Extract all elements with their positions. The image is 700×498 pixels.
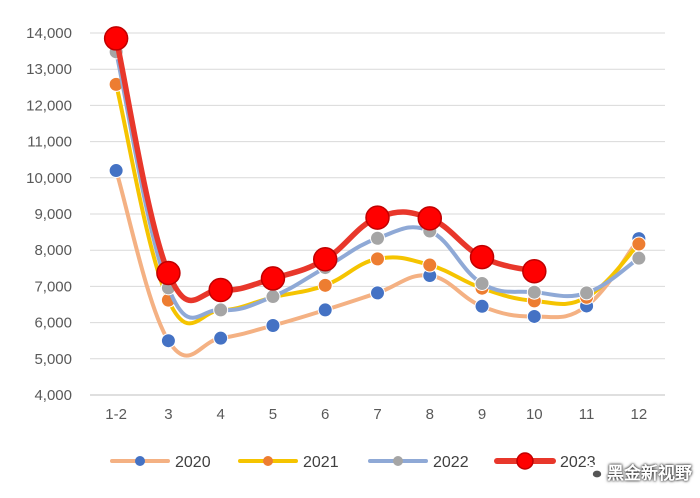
data-point-2021 bbox=[370, 251, 385, 267]
y-tick-label: 12,000 bbox=[26, 97, 72, 114]
data-point-2022 bbox=[370, 230, 385, 246]
series-line-2022 bbox=[114, 49, 641, 320]
data-point-2022 bbox=[526, 284, 542, 300]
series-line-2023 bbox=[113, 35, 538, 304]
legend-marker bbox=[516, 452, 534, 470]
series-2023 bbox=[103, 26, 547, 304]
x-tick-label: 11 bbox=[579, 406, 595, 423]
data-point-2023 bbox=[469, 244, 495, 270]
data-point-2023 bbox=[156, 260, 181, 286]
data-point-2023 bbox=[417, 206, 443, 231]
y-tick-label: 6,000 bbox=[34, 315, 72, 332]
y-tick-label: 9,000 bbox=[34, 206, 72, 223]
legend-marker bbox=[393, 456, 403, 466]
data-point-2021 bbox=[631, 236, 647, 252]
y-tick-label: 7,000 bbox=[34, 278, 72, 295]
x-tick-label: 7 bbox=[373, 406, 381, 423]
data-point-2020 bbox=[213, 330, 229, 346]
data-point-2023 bbox=[103, 26, 129, 51]
x-axis-ticks: 1-2 3 4 5 6 7 8 9 10 11 12 bbox=[105, 406, 647, 423]
legend-item-2021: 2021 bbox=[238, 454, 339, 471]
data-point-2020 bbox=[108, 163, 124, 179]
y-tick-label: 5,000 bbox=[34, 351, 72, 368]
data-point-2023 bbox=[522, 258, 547, 284]
series-2020 bbox=[108, 163, 647, 358]
legend-label: 2022 bbox=[433, 454, 469, 471]
data-point-2020 bbox=[317, 302, 333, 318]
series-2022 bbox=[108, 44, 647, 320]
legend: 2020 2021 2022 2023 bbox=[110, 452, 596, 471]
watermark-text: 黑金新视野 bbox=[607, 464, 692, 484]
series-group bbox=[103, 26, 647, 358]
y-tick-label: 8,000 bbox=[34, 242, 72, 259]
data-point-2022 bbox=[265, 289, 281, 305]
data-point-2022 bbox=[474, 276, 490, 292]
data-point-2021 bbox=[317, 277, 333, 293]
legend-item-2023: 2023 bbox=[494, 452, 596, 471]
wechat-icon bbox=[585, 464, 603, 479]
series-line-2020 bbox=[114, 168, 641, 358]
data-point-2022 bbox=[631, 250, 647, 266]
data-point-2023 bbox=[208, 277, 233, 303]
legend-item-2022: 2022 bbox=[368, 454, 469, 471]
y-axis-ticks: 4,000 5,000 6,000 7,000 8,000 9,000 10,000 11,0… bbox=[26, 25, 72, 404]
legend-marker bbox=[135, 456, 145, 466]
data-point-2020 bbox=[474, 298, 490, 314]
x-tick-label: 12 bbox=[631, 406, 648, 423]
y-tick-label: 11,000 bbox=[27, 134, 72, 151]
data-point-2022 bbox=[579, 285, 595, 301]
data-point-2022 bbox=[213, 302, 229, 318]
watermark: 黑金新视野 bbox=[585, 459, 692, 484]
x-tick-label: 4 bbox=[217, 406, 225, 423]
x-tick-label: 5 bbox=[269, 406, 277, 423]
x-tick-label: 10 bbox=[526, 406, 543, 423]
data-point-2020 bbox=[370, 285, 385, 301]
legend-marker bbox=[263, 456, 273, 466]
legend-item-2020: 2020 bbox=[110, 454, 211, 471]
x-tick-label: 1-2 bbox=[105, 406, 127, 423]
y-tick-label: 13,000 bbox=[26, 61, 72, 78]
y-tick-label: 4,000 bbox=[34, 387, 72, 404]
x-tick-label: 8 bbox=[426, 406, 434, 423]
x-tick-label: 3 bbox=[164, 406, 172, 423]
data-point-2020 bbox=[526, 308, 542, 324]
x-tick-label: 9 bbox=[478, 406, 486, 423]
data-point-2023 bbox=[260, 266, 286, 291]
x-tick-label: 6 bbox=[321, 406, 329, 423]
y-tick-label: 10,000 bbox=[26, 170, 72, 187]
data-point-2020 bbox=[160, 333, 176, 349]
legend-label: 2020 bbox=[175, 454, 211, 471]
data-point-2021 bbox=[422, 257, 438, 273]
y-tick-label: 14,000 bbox=[26, 25, 72, 42]
data-point-2020 bbox=[265, 317, 281, 333]
series-2021 bbox=[108, 76, 647, 326]
data-point-2023 bbox=[365, 205, 390, 230]
legend-label: 2021 bbox=[303, 454, 339, 471]
data-point-2023 bbox=[312, 247, 338, 272]
